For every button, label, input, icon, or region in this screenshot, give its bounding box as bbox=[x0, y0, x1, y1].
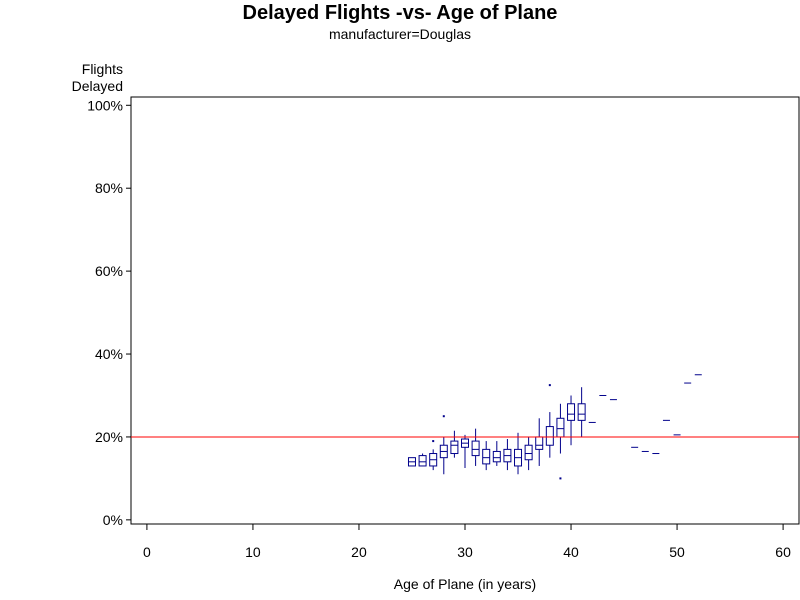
box-iqr bbox=[482, 448, 491, 465]
y-axis-label-line2: Delayed bbox=[71, 78, 123, 94]
y-tick-label: 100% bbox=[87, 97, 123, 113]
box-iqr bbox=[556, 417, 565, 438]
box-iqr bbox=[577, 403, 586, 421]
box-iqr bbox=[450, 440, 459, 455]
y-tick-label: 80% bbox=[95, 180, 123, 196]
chart-title: Delayed Flights -vs- Age of Plane bbox=[242, 2, 558, 24]
x-tick-label: 0 bbox=[143, 544, 151, 560]
x-tick-label: 20 bbox=[351, 544, 367, 560]
x-tick-label: 30 bbox=[457, 544, 473, 560]
box-iqr bbox=[545, 426, 554, 446]
box-iqr bbox=[418, 455, 427, 467]
y-axis-label-line1: Flights bbox=[81, 61, 123, 77]
x-tick-label: 40 bbox=[563, 544, 579, 560]
chart-subtitle: manufacturer=Douglas bbox=[328, 26, 472, 42]
y-tick-label: 0% bbox=[103, 512, 123, 528]
box-outlier bbox=[442, 415, 445, 418]
x-tick-label: 10 bbox=[245, 544, 261, 560]
y-tick-label: 40% bbox=[95, 346, 123, 362]
y-tick-label: 20% bbox=[95, 429, 123, 445]
box-iqr bbox=[567, 403, 576, 421]
box-outlier bbox=[432, 440, 435, 443]
box-iqr bbox=[492, 450, 501, 463]
x-tick-label: 50 bbox=[669, 544, 685, 560]
box-iqr bbox=[535, 436, 544, 450]
y-tick-label: 60% bbox=[95, 263, 123, 279]
box-iqr bbox=[524, 444, 533, 461]
x-axis-label: Age of Plane (in years) bbox=[393, 576, 537, 592]
box-outlier bbox=[548, 384, 551, 387]
y-axis-label: Flights Delayed bbox=[72, 61, 123, 95]
box-iqr bbox=[471, 440, 480, 457]
x-tick-label: 60 bbox=[775, 544, 791, 560]
box-outlier bbox=[559, 477, 562, 480]
